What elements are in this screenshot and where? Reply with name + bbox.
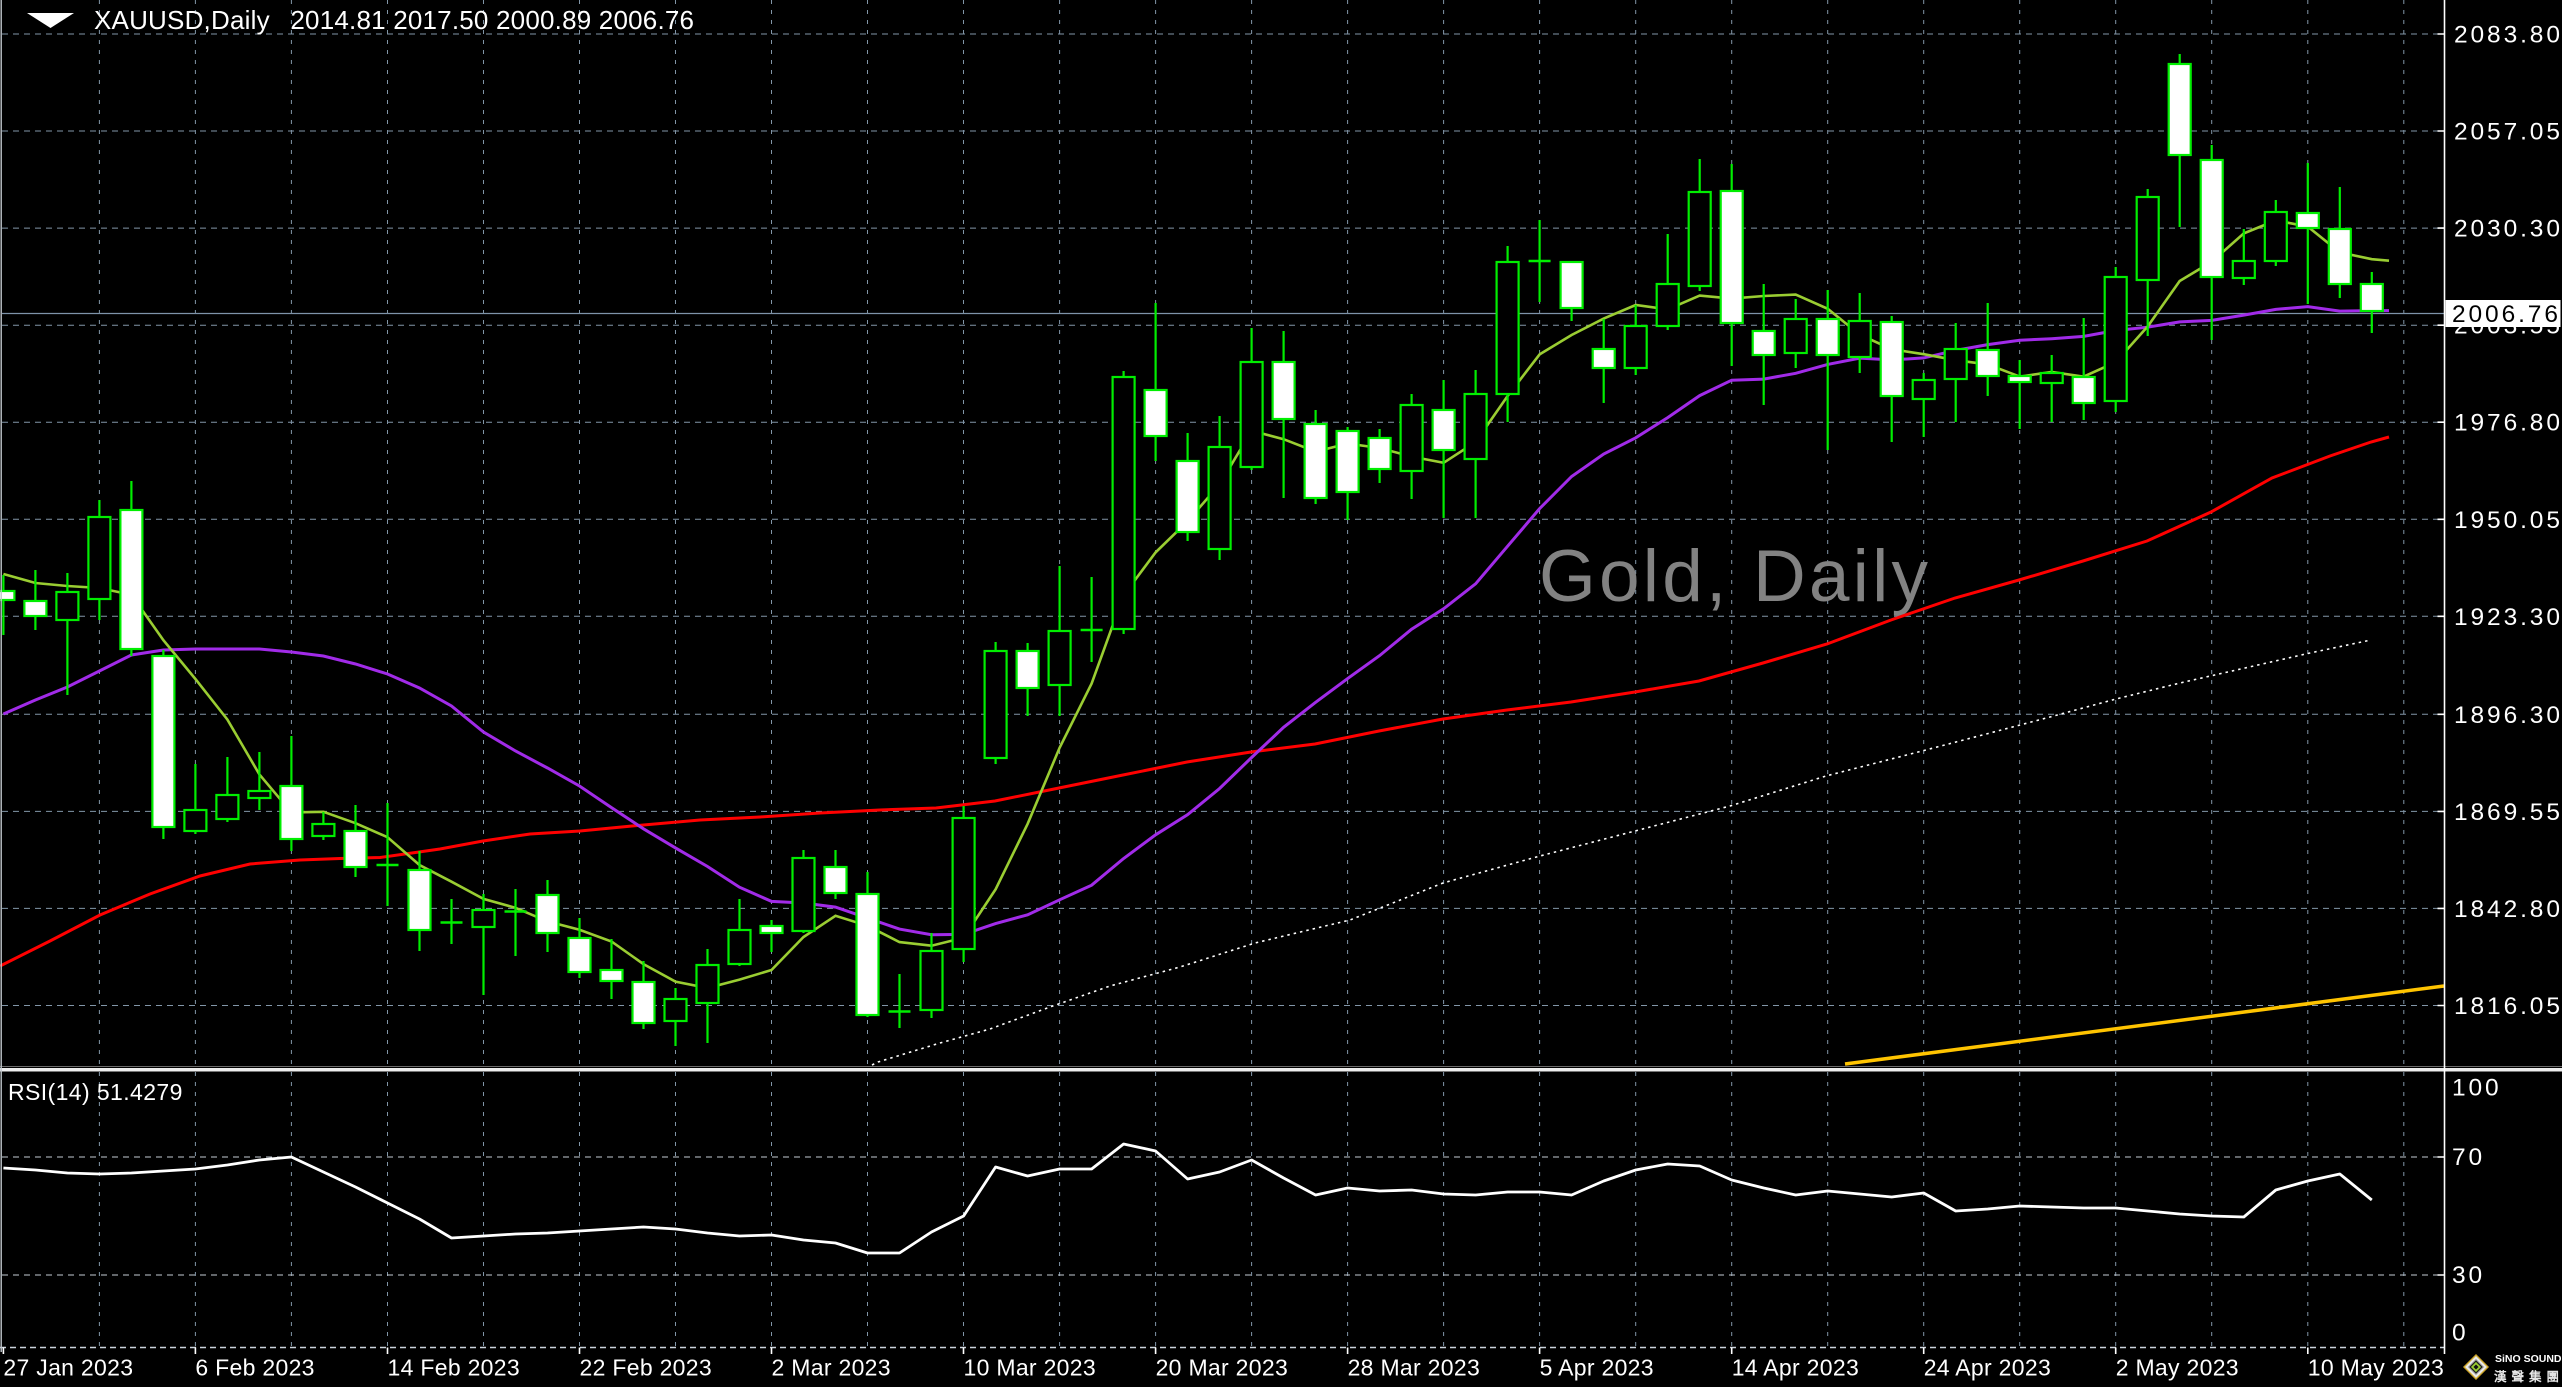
svg-text:1976.80: 1976.80	[2454, 410, 2562, 437]
svg-text:2083.80: 2083.80	[2454, 22, 2562, 49]
svg-text:1896.30: 1896.30	[2454, 702, 2562, 729]
svg-text:2006.76: 2006.76	[2452, 301, 2561, 328]
svg-text:24 Apr 2023: 24 Apr 2023	[1924, 1355, 2051, 1381]
svg-text:2030.30: 2030.30	[2454, 216, 2562, 243]
svg-text:2 Mar 2023: 2 Mar 2023	[772, 1355, 891, 1381]
svg-text:6 Feb 2023: 6 Feb 2023	[195, 1355, 314, 1381]
svg-text:100: 100	[2452, 1075, 2502, 1102]
svg-text:70: 70	[2452, 1144, 2485, 1171]
svg-text:27 Jan 2023: 27 Jan 2023	[3, 1355, 133, 1381]
svg-text:2 May 2023: 2 May 2023	[2116, 1355, 2239, 1381]
svg-text:1816.05: 1816.05	[2454, 993, 2562, 1020]
svg-text:10 Mar 2023: 10 Mar 2023	[964, 1355, 1096, 1381]
svg-text:14 Apr 2023: 14 Apr 2023	[1732, 1355, 1859, 1381]
svg-text:30: 30	[2452, 1262, 2485, 1289]
svg-text:Gold, Daily: Gold, Daily	[1539, 536, 1931, 617]
svg-text:22 Feb 2023: 22 Feb 2023	[580, 1355, 712, 1381]
svg-text:20 Mar 2023: 20 Mar 2023	[1156, 1355, 1288, 1381]
svg-text:1950.05: 1950.05	[2454, 507, 2562, 534]
svg-text:RSI(14) 51.4279: RSI(14) 51.4279	[8, 1079, 183, 1105]
svg-text:5 Apr 2023: 5 Apr 2023	[1540, 1355, 1654, 1381]
svg-text:1923.30: 1923.30	[2454, 604, 2562, 631]
svg-text:14 Feb 2023: 14 Feb 2023	[388, 1355, 520, 1381]
svg-text:1869.55: 1869.55	[2454, 799, 2562, 826]
svg-text:漢聲集團: 漢聲集團	[2494, 1369, 2562, 1384]
svg-text:1842.80: 1842.80	[2454, 896, 2562, 923]
svg-text:2057.05: 2057.05	[2454, 119, 2562, 146]
svg-text:10 May 2023: 10 May 2023	[2308, 1355, 2444, 1381]
svg-text:SiNO SOUND: SiNO SOUND	[2495, 1353, 2562, 1365]
svg-text:XAUUSD,Daily 2014.81 2017.50: XAUUSD,Daily 2014.81 2017.50 2000.89 200…	[94, 5, 694, 35]
svg-text:28 Mar 2023: 28 Mar 2023	[1348, 1355, 1480, 1381]
svg-text:0: 0	[2452, 1320, 2469, 1347]
